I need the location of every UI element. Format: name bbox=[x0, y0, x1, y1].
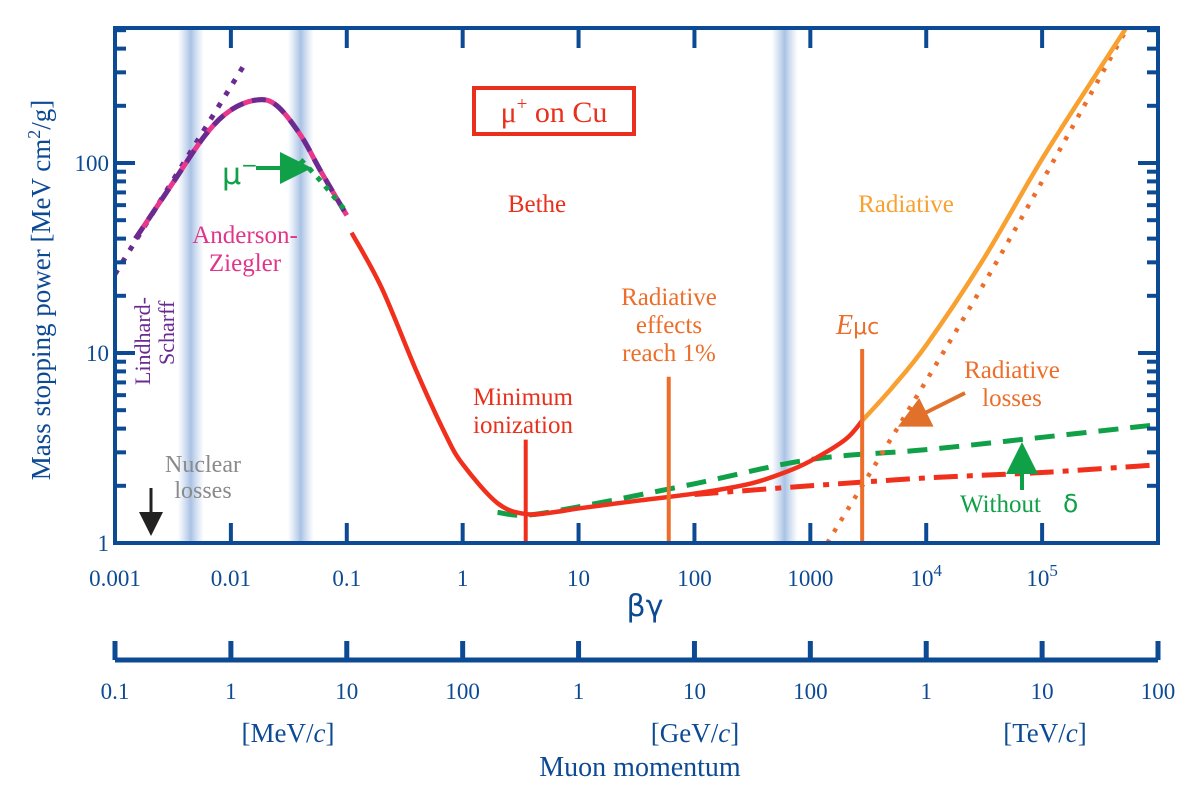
series-radiative-losses bbox=[825, 29, 1129, 545]
label-lindhard-scharff: Lindhard-Scharff bbox=[130, 297, 179, 385]
secondary-tick-label: 1 bbox=[920, 679, 932, 704]
x-tick-label: 100 bbox=[677, 566, 712, 591]
secondary-tick-label: 0.1 bbox=[101, 679, 130, 704]
label-anderson-ziegler: Anderson-Ziegler bbox=[192, 222, 298, 277]
x-tick-label: 0.1 bbox=[332, 566, 361, 591]
momentum-band-group bbox=[177, 28, 798, 543]
secondary-axis-label: Muon momentum bbox=[539, 752, 741, 783]
x-tick-label: 0.01 bbox=[211, 566, 251, 591]
label-emuc: Eμc bbox=[835, 310, 879, 341]
secondary-tick-label: 100 bbox=[793, 679, 828, 704]
y-tick-label: 1 bbox=[98, 531, 110, 556]
label-nuclear-losses: Nuclear losses bbox=[165, 452, 241, 504]
series-radiative-total bbox=[860, 26, 1128, 423]
label-radiative-losses: Radiative losses bbox=[964, 357, 1060, 412]
secondary-tick-label: 10 bbox=[1031, 679, 1054, 704]
y-axis-label: Mass stopping power [MeV cm2/g] bbox=[24, 100, 56, 480]
label-mu-minus: μ− bbox=[222, 153, 258, 192]
secondary-tick-label: 10 bbox=[683, 679, 706, 704]
label-minimum-ionization: Minimum ionization bbox=[473, 384, 574, 439]
series-lindhard-scharff bbox=[112, 60, 249, 276]
series-mu-minus bbox=[298, 158, 349, 214]
x-tick-label: 1 bbox=[457, 566, 469, 591]
label-radiative-1pct: Radiative effects reach 1% bbox=[621, 284, 717, 367]
series-with-delta bbox=[497, 422, 1159, 518]
secondary-tick-label: 100 bbox=[445, 679, 480, 704]
x-tick-label: 0.001 bbox=[89, 566, 141, 591]
x-tick-label: 105 bbox=[1026, 561, 1058, 591]
secondary-tick-label: 1 bbox=[225, 679, 237, 704]
x-tick-label: 104 bbox=[910, 561, 942, 591]
momentum-band bbox=[287, 28, 314, 543]
series-anderson-ziegler bbox=[133, 97, 349, 241]
chart-title: μ+ on Cu bbox=[501, 94, 608, 129]
secondary-tick-label: 10 bbox=[335, 679, 358, 704]
title-box bbox=[472, 86, 636, 136]
x-tick-label: 1000 bbox=[787, 566, 833, 591]
secondary-tick-label: 100 bbox=[1141, 679, 1176, 704]
x-tick-label: 10 bbox=[567, 566, 590, 591]
x-axis-label: βγ bbox=[627, 589, 664, 624]
momentum-band bbox=[771, 28, 798, 543]
secondary-tick-label: 1 bbox=[573, 679, 585, 704]
unit-mev: [MeV/c] bbox=[242, 718, 335, 748]
unit-gev: [GeV/c] bbox=[651, 718, 739, 748]
momentum-band bbox=[177, 28, 204, 543]
label-radiative: Radiative bbox=[858, 191, 954, 218]
series-bethe bbox=[349, 231, 864, 517]
radiative-losses-arrow-icon bbox=[897, 391, 966, 427]
y-tick-label: 10 bbox=[86, 341, 109, 366]
unit-tev: [TeV/c] bbox=[1003, 718, 1087, 748]
label-without-delta: Without δ bbox=[960, 489, 1078, 518]
label-bethe: Bethe bbox=[508, 191, 566, 218]
curves-group bbox=[112, 26, 1159, 545]
plot-frame bbox=[113, 26, 1160, 545]
axes-group: 0.001 0.01 0.1 1 10 100 1000 104 105 1 10 100 0.1 1 10… bbox=[75, 26, 1176, 704]
series-without-delta bbox=[694, 462, 1153, 497]
y-tick-label: 100 bbox=[75, 151, 110, 176]
